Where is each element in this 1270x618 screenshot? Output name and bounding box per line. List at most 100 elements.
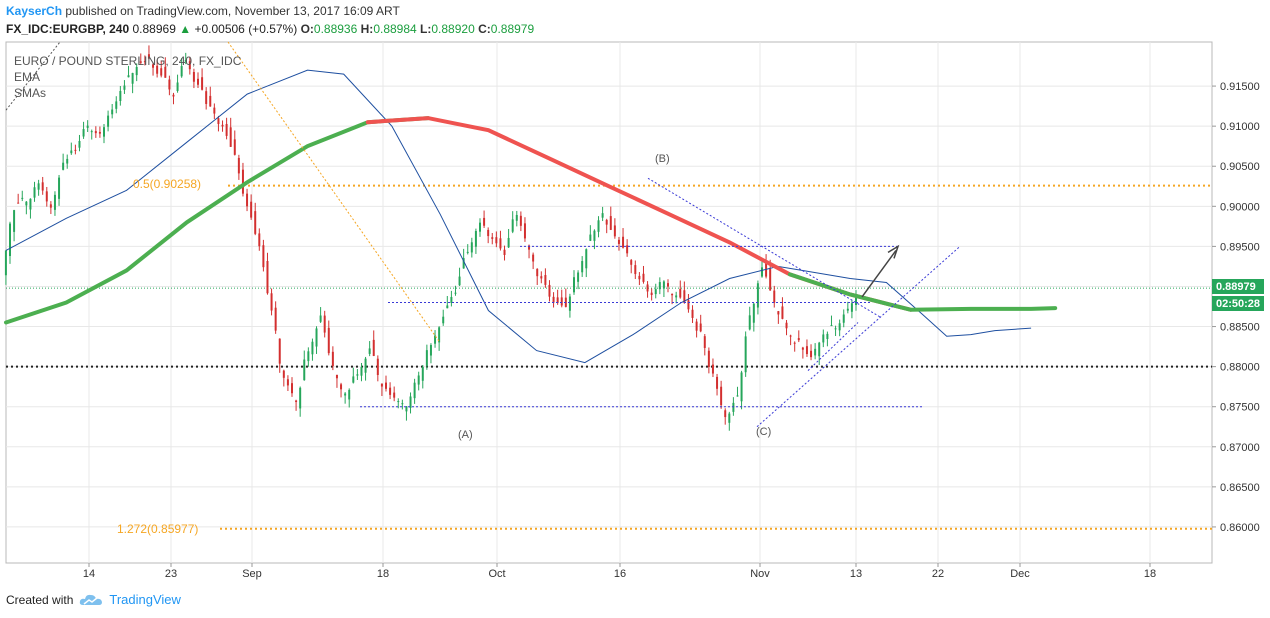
candle-body xyxy=(258,233,261,247)
ema-line-rising xyxy=(4,116,431,325)
candle-body xyxy=(613,225,616,237)
candle-body xyxy=(646,284,649,292)
candle-body xyxy=(331,351,334,367)
candle-body xyxy=(147,54,150,59)
candle-body xyxy=(548,284,551,297)
candle-body xyxy=(523,223,526,239)
candle-body xyxy=(197,78,199,85)
legend-title: EURO / POUND STERLING, 240, FX_IDC xyxy=(14,54,242,68)
fib-05-label: 0.5(0.90258) xyxy=(133,177,201,191)
candle-body xyxy=(761,267,763,277)
candle-body xyxy=(164,66,167,78)
y-tick-label: 0.90500 xyxy=(1220,161,1260,173)
candle-body xyxy=(21,197,24,199)
candle-body xyxy=(487,229,490,237)
legend-smas[interactable]: SMAs xyxy=(14,86,47,100)
candle-body xyxy=(589,234,592,241)
candle-body xyxy=(278,338,281,364)
candle-body xyxy=(74,149,77,151)
candle-body xyxy=(221,124,224,127)
candle-body xyxy=(352,376,355,383)
candle-body xyxy=(638,275,641,280)
candle-body xyxy=(319,315,322,322)
x-tick-label: Dec xyxy=(1010,568,1030,580)
candle-body xyxy=(82,129,85,137)
candle-body xyxy=(822,334,825,343)
candle-body xyxy=(491,237,494,239)
candle-body xyxy=(724,410,727,418)
trendlines xyxy=(5,41,961,428)
countdown-value: 02:50:28 xyxy=(1216,298,1260,310)
x-tick-label: Nov xyxy=(750,568,770,580)
candle-body xyxy=(266,260,269,294)
candle-body xyxy=(732,402,735,412)
candle-body xyxy=(450,297,453,303)
publish-info: published on TradingView.com, November 1… xyxy=(65,4,400,18)
candle-body xyxy=(86,125,89,128)
candle-body xyxy=(270,293,273,311)
candle-body xyxy=(434,335,437,344)
candle-body xyxy=(225,123,228,136)
candle-body xyxy=(519,215,522,226)
ema-line-rising-2 xyxy=(787,272,1058,312)
candle-body xyxy=(356,374,359,376)
author-link[interactable]: KayserCh xyxy=(6,4,63,18)
candle-body xyxy=(188,61,191,70)
candle-body xyxy=(752,303,755,323)
candle-body xyxy=(241,169,244,194)
candle-body xyxy=(233,139,236,155)
candle-body xyxy=(429,345,432,356)
candle-body xyxy=(814,348,817,356)
candle-body xyxy=(107,115,110,127)
candle-body xyxy=(789,335,792,337)
candle-body xyxy=(62,162,65,170)
candle-body xyxy=(45,191,48,202)
candle-body xyxy=(654,289,657,295)
candle-body xyxy=(483,217,486,226)
tradingview-logo-text[interactable]: TradingView xyxy=(109,592,181,607)
time-axis[interactable]: 14 23 Sep 18 Oct 16 Nov 13 22 Dec 18 xyxy=(83,563,1156,580)
candle-body xyxy=(810,350,813,358)
candle-body xyxy=(736,395,739,397)
candle-body xyxy=(123,85,126,90)
candle-body xyxy=(617,239,620,244)
candle-body xyxy=(41,182,44,191)
candle-body xyxy=(66,158,69,164)
candle-body xyxy=(593,230,596,241)
candle-body xyxy=(503,249,506,255)
candle-body xyxy=(299,387,302,409)
candle-body xyxy=(846,308,849,311)
candle-body xyxy=(131,72,134,84)
candle-body xyxy=(838,323,841,331)
candle-body xyxy=(699,323,702,332)
candle-body xyxy=(687,300,690,310)
candle-body xyxy=(826,333,829,340)
candle-body xyxy=(103,127,105,137)
legend-ema[interactable]: EMA xyxy=(14,70,41,84)
candle-body xyxy=(98,131,101,134)
candle-body xyxy=(282,370,285,378)
candle-body xyxy=(744,336,747,373)
close-value: 0.88979 xyxy=(490,22,535,36)
candle-body xyxy=(111,109,114,115)
y-tick-label: 0.86000 xyxy=(1220,522,1260,534)
candle-body xyxy=(577,272,580,282)
candle-body xyxy=(307,351,310,362)
candle-body xyxy=(213,107,216,114)
candle-body xyxy=(793,342,796,344)
candle-body xyxy=(707,350,710,368)
candle-body xyxy=(679,288,682,298)
candle-body xyxy=(250,201,253,218)
candle-body xyxy=(842,314,845,323)
y-tick-label: 0.91000 xyxy=(1220,121,1260,133)
candle-body xyxy=(323,315,326,333)
candle-body xyxy=(495,237,498,244)
candle-body xyxy=(385,382,387,389)
created-with-label: Created with xyxy=(6,592,74,607)
candle-body xyxy=(340,384,343,390)
candle-body xyxy=(507,237,510,248)
candle-body xyxy=(17,202,20,204)
up-arrow-icon: ▲ xyxy=(179,22,192,36)
candle-body xyxy=(703,336,706,348)
